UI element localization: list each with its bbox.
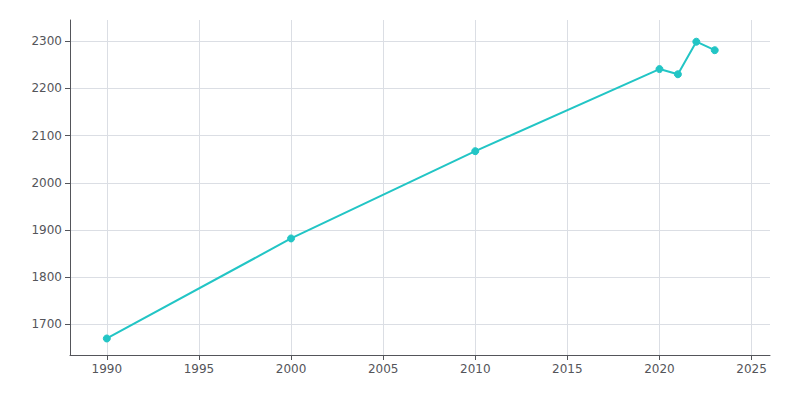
svg-text:2020: 2020	[644, 362, 675, 376]
svg-text:2005: 2005	[368, 362, 399, 376]
svg-text:1700: 1700	[31, 317, 62, 331]
svg-text:1900: 1900	[31, 223, 62, 237]
svg-text:1990: 1990	[92, 362, 123, 376]
svg-text:1800: 1800	[31, 270, 62, 284]
svg-text:2010: 2010	[460, 362, 491, 376]
svg-text:2300: 2300	[31, 34, 62, 48]
svg-text:1995: 1995	[184, 362, 215, 376]
svg-text:2100: 2100	[31, 129, 62, 143]
svg-text:2025: 2025	[736, 362, 767, 376]
svg-text:2000: 2000	[276, 362, 307, 376]
svg-text:2015: 2015	[552, 362, 583, 376]
svg-text:2200: 2200	[31, 81, 62, 95]
svg-text:2000: 2000	[31, 176, 62, 190]
